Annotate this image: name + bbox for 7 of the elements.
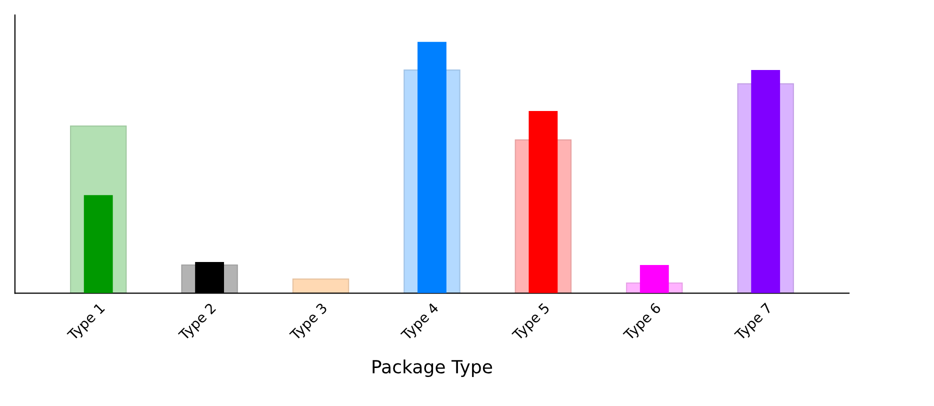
bar [751,70,780,294]
bar [292,278,350,294]
bar [640,264,669,294]
bar [418,42,446,294]
x-axis-title: Package Type [372,360,492,378]
bar [84,195,113,294]
bar [528,110,558,294]
